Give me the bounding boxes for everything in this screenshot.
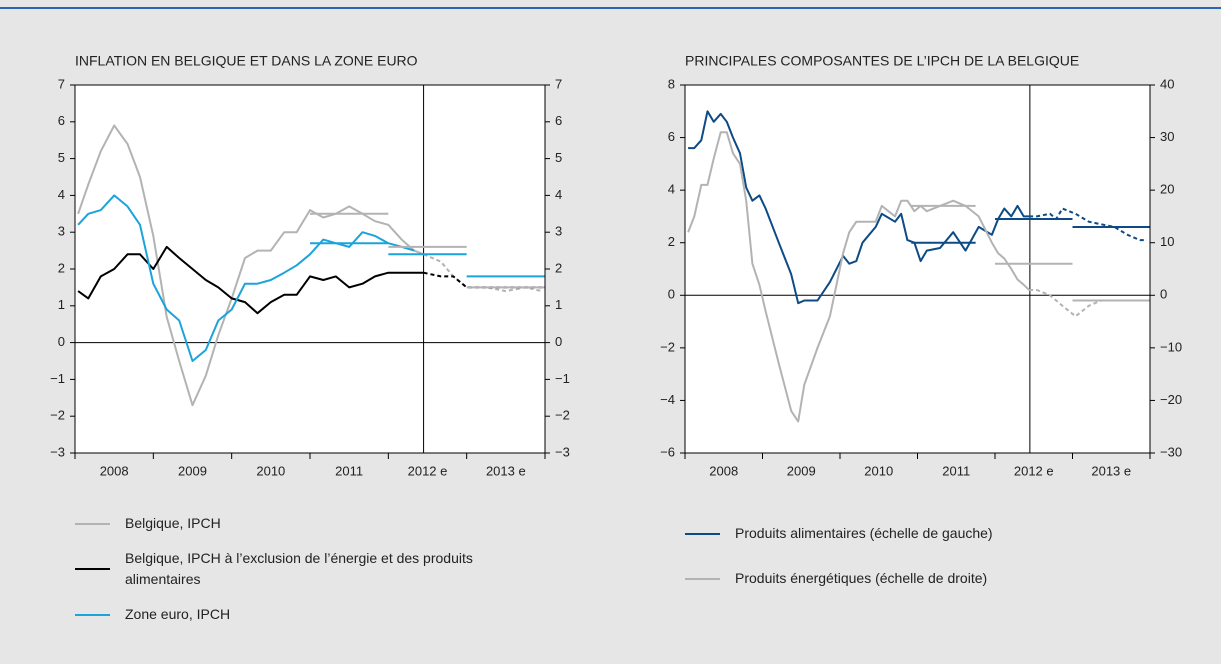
series-line-projection xyxy=(1029,207,1147,242)
legend-item: Zone euro, IPCH xyxy=(75,604,495,625)
y-tick-label: −4 xyxy=(660,392,675,407)
y-tick-label: 4 xyxy=(58,187,65,202)
y2-tick-label: 3 xyxy=(555,224,562,239)
y-tick-label: −2 xyxy=(660,339,675,354)
x-tick-label: 2012 e xyxy=(408,463,448,478)
x-tick-label: 2012 e xyxy=(1014,463,1054,478)
x-tick-label: 2010 xyxy=(864,463,893,478)
y-tick-label: 0 xyxy=(668,287,675,302)
legend-swatch xyxy=(685,577,720,580)
plot-area xyxy=(685,85,1150,453)
series-line xyxy=(687,131,1030,423)
y-tick-label: 8 xyxy=(668,76,675,91)
y2-tick-label: 4 xyxy=(555,187,562,202)
legend-label: Belgique, IPCH xyxy=(125,515,221,531)
y2-tick-label: 6 xyxy=(555,113,562,128)
plot-frame xyxy=(684,84,1151,454)
legend-item: Belgique, IPCH xyxy=(75,513,495,534)
y2-tick-label: 5 xyxy=(555,150,562,165)
x-tick-label: 2011 xyxy=(942,463,970,478)
y2-tick-label: −20 xyxy=(1160,392,1182,407)
y-tick-label: 2 xyxy=(58,260,65,275)
y-tick-label: 4 xyxy=(668,182,675,197)
x-tick-label: 2008 xyxy=(709,463,738,478)
y-tick-label: 3 xyxy=(58,224,65,239)
legend: Produits alimentaires (échelle de gauche… xyxy=(685,523,1105,589)
plot-area xyxy=(75,85,545,453)
legend-swatch xyxy=(685,532,720,535)
y2-tick-label: 7 xyxy=(555,76,562,91)
y2-tick-label: 0 xyxy=(555,334,562,349)
y2-tick-label: 2 xyxy=(555,260,562,275)
x-tick-label: 2008 xyxy=(100,463,129,478)
y2-tick-label: −1 xyxy=(555,371,570,386)
y2-tick-label: 0 xyxy=(1160,287,1167,302)
legend-label: Produits énergétiques (échelle de droite… xyxy=(735,570,988,586)
x-tick-label: 2011 xyxy=(335,463,363,478)
y-tick-label: −1 xyxy=(50,371,65,386)
y2-tick-label: −3 xyxy=(555,444,570,459)
series-line xyxy=(77,194,415,362)
y-tick-label: −6 xyxy=(660,444,675,459)
series-line xyxy=(688,110,1030,305)
y2-tick-label: 20 xyxy=(1160,182,1174,197)
legend-swatch xyxy=(75,613,110,616)
y2-tick-label: 1 xyxy=(555,297,562,312)
legend-label: Zone euro, IPCH xyxy=(125,606,231,622)
y-tick-label: 2 xyxy=(668,234,675,249)
legend-item: Produits alimentaires (échelle de gauche… xyxy=(685,523,1105,544)
y2-tick-label: 30 xyxy=(1160,129,1174,144)
y2-tick-label: 10 xyxy=(1160,234,1174,249)
series-line xyxy=(77,124,424,407)
y2-tick-label: −2 xyxy=(555,408,570,423)
y-tick-label: 7 xyxy=(58,76,65,91)
y-tick-label: 0 xyxy=(58,334,65,349)
y-tick-label: 1 xyxy=(58,297,65,312)
x-tick-label: 2010 xyxy=(256,463,285,478)
legend-label: Belgique, IPCH à l’exclusion de l’énergi… xyxy=(125,550,473,587)
x-tick-label: 2009 xyxy=(787,463,816,478)
y2-tick-label: −10 xyxy=(1160,339,1182,354)
legend-label: Produits alimentaires (échelle de gauche… xyxy=(735,525,993,541)
x-tick-label: 2013 e xyxy=(486,463,526,478)
y-tick-label: 6 xyxy=(58,113,65,128)
y-tick-label: −2 xyxy=(50,408,65,423)
y2-tick-label: −30 xyxy=(1160,444,1182,459)
y-tick-label: 6 xyxy=(668,129,675,144)
chart-title: PRINCIPALES COMPOSANTES DE L’IPCH DE LA … xyxy=(685,53,1079,69)
legend-swatch xyxy=(75,568,110,570)
plot-frame xyxy=(74,84,546,454)
legend: Belgique, IPCH Belgique, IPCH à l’exclusi… xyxy=(75,513,495,625)
legend-swatch xyxy=(75,522,110,525)
y2-tick-label: 40 xyxy=(1160,76,1174,91)
series-line xyxy=(77,245,424,315)
chart-title: INFLATION EN BELGIQUE ET DANS LA ZONE EU… xyxy=(75,53,418,69)
y-tick-label: −3 xyxy=(50,444,65,459)
legend-item: Produits énergétiques (échelle de droite… xyxy=(685,568,1105,589)
y-tick-label: 5 xyxy=(58,150,65,165)
top-rule xyxy=(0,7,1221,9)
x-tick-label: 2009 xyxy=(178,463,207,478)
x-tick-label: 2013 e xyxy=(1091,463,1131,478)
legend-item: Belgique, IPCH à l’exclusion de l’énergi… xyxy=(75,548,495,590)
